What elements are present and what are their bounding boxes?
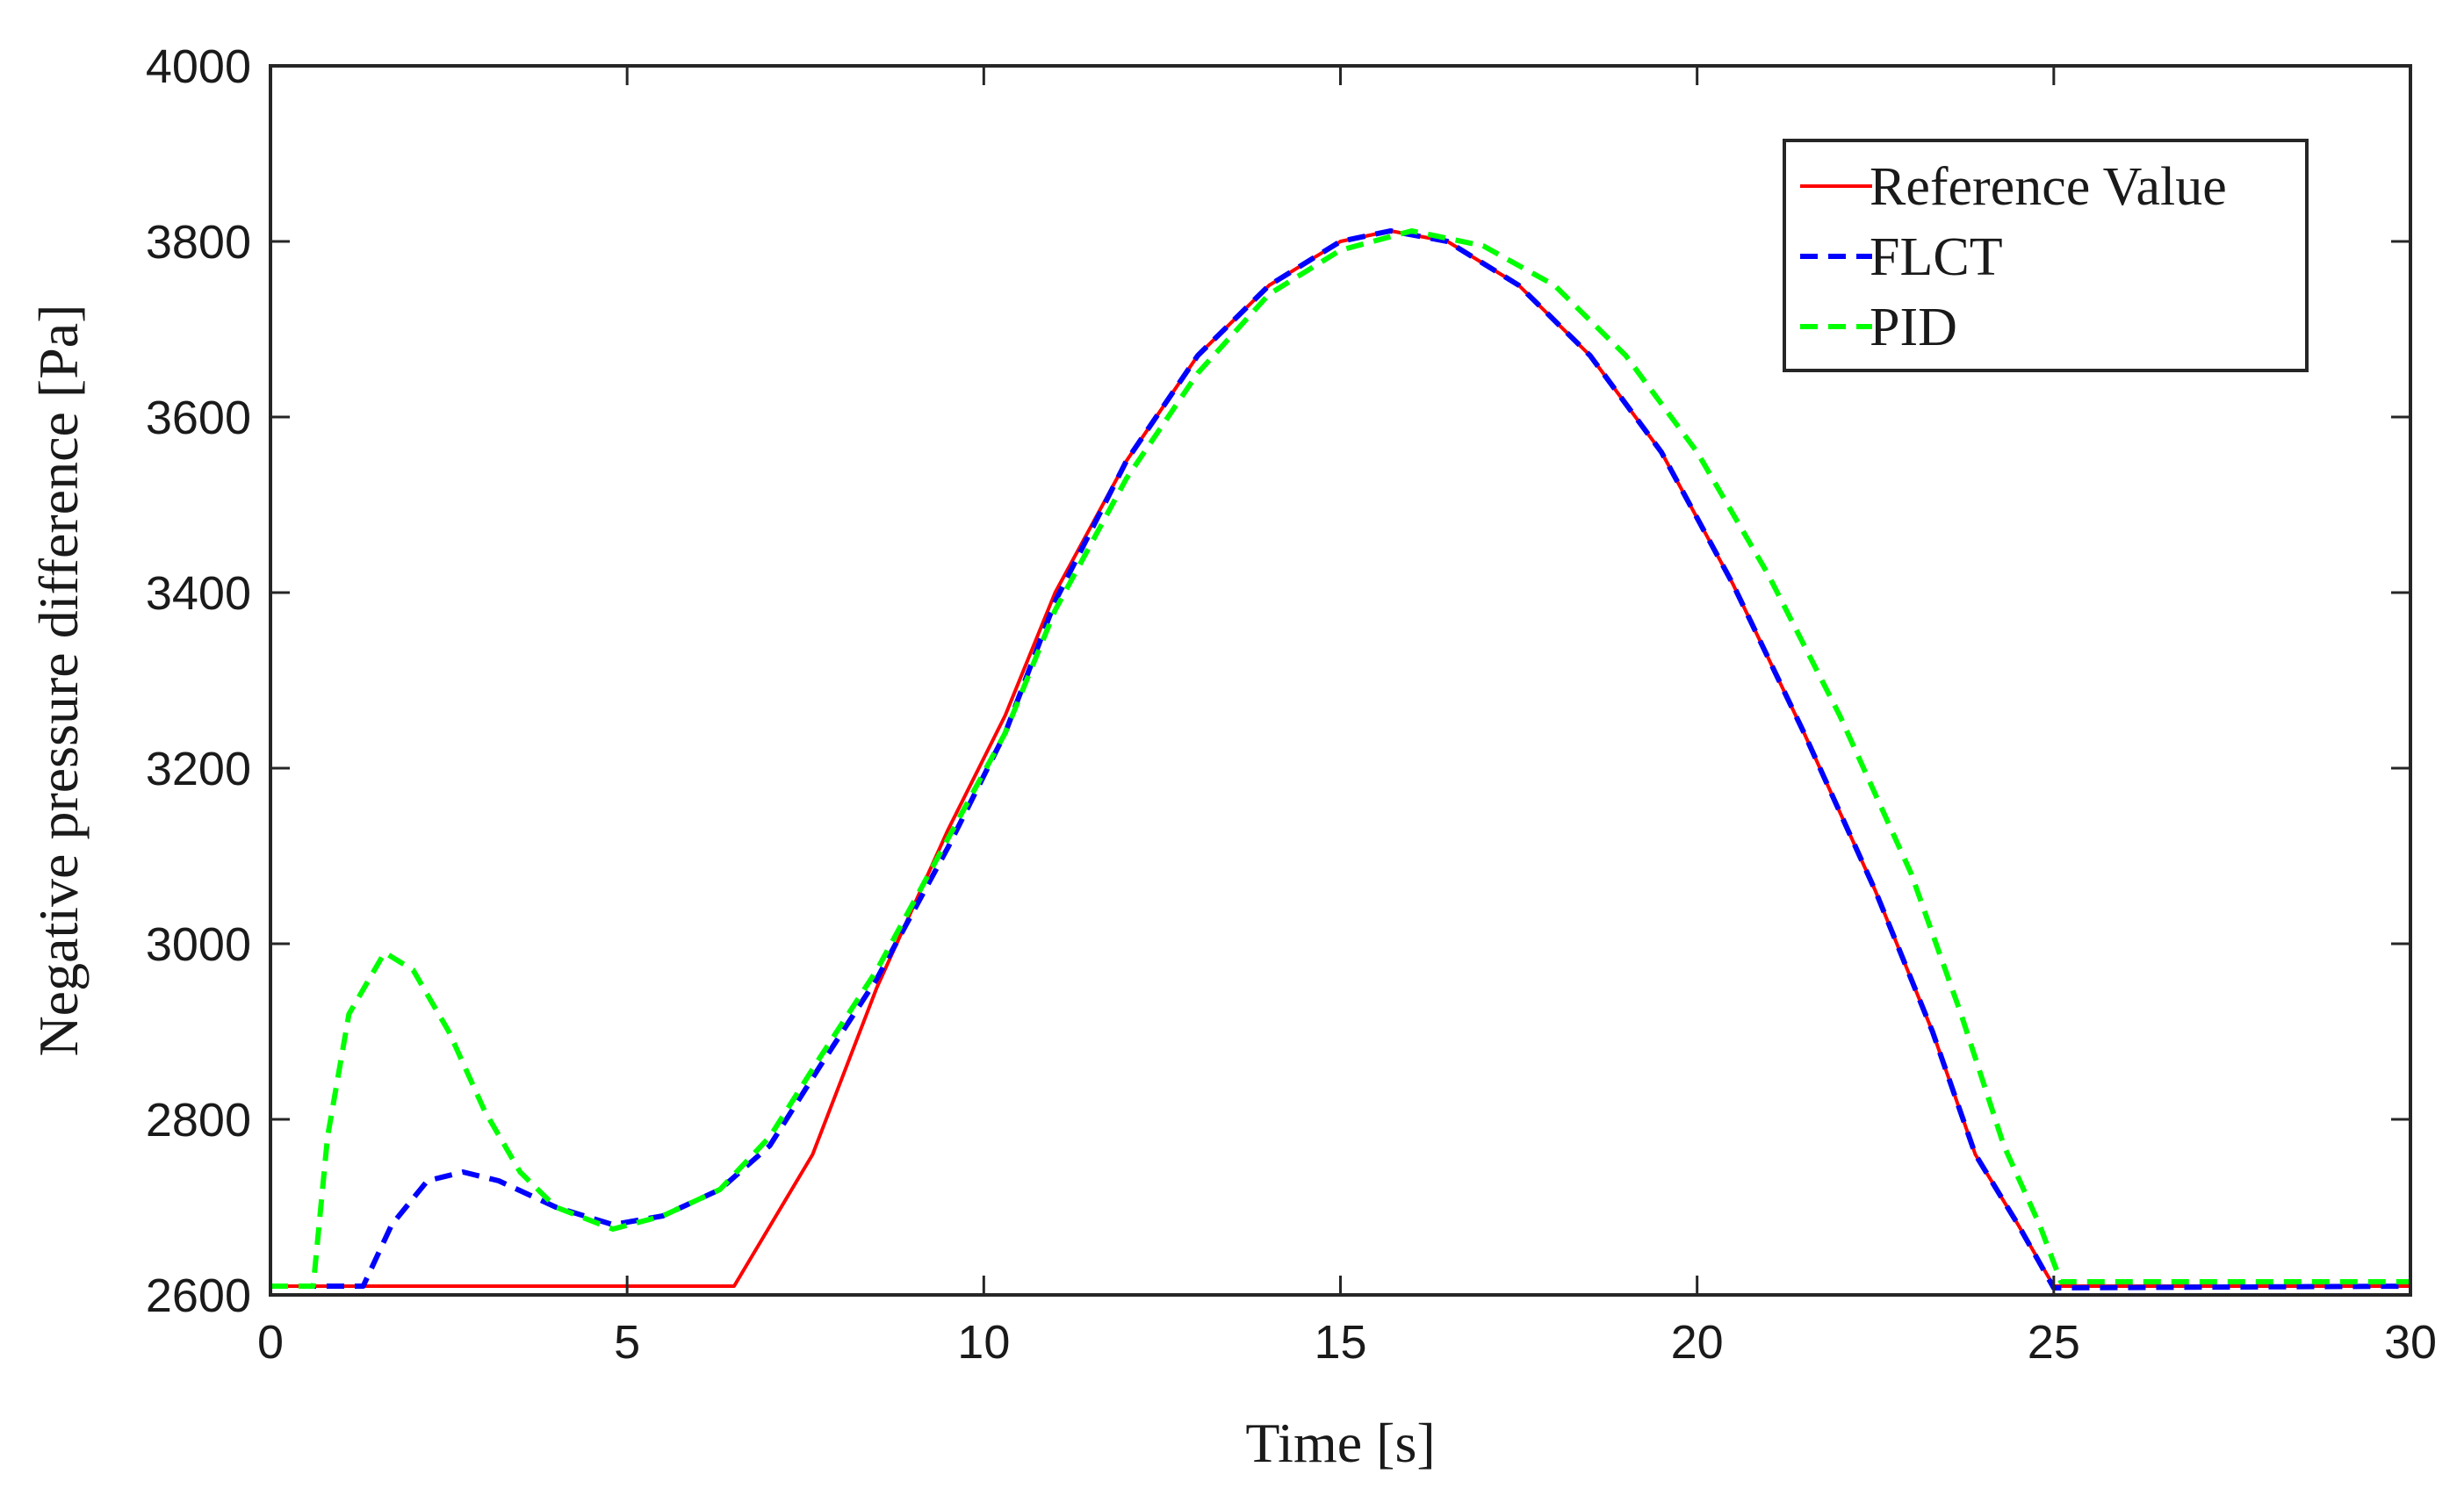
y-tick-label: 2800 — [146, 1094, 251, 1147]
x-tick-label: 5 — [614, 1316, 640, 1369]
plot-lines — [270, 228, 2411, 1291]
y-tick-label: 3200 — [146, 743, 251, 795]
x-tick-label: 25 — [2028, 1316, 2080, 1369]
x-tick-label: 15 — [1314, 1316, 1366, 1369]
y-tick-label: 3600 — [146, 392, 251, 444]
axis-ticks — [269, 64, 2412, 1297]
series-line-flct — [270, 228, 2411, 1291]
y-tick-label: 3800 — [146, 216, 251, 269]
x-tick-label: 10 — [957, 1316, 1010, 1369]
legend: Reference Value FLCT PID — [1783, 139, 2309, 372]
legend-label-flct: FLCT — [1870, 227, 2003, 287]
x-tick-label: 30 — [2384, 1316, 2437, 1369]
x-axis-title: Time [s] — [1245, 1412, 1435, 1474]
y-tick-label: 4000 — [146, 40, 251, 93]
y-tick-label: 2600 — [146, 1269, 251, 1322]
y-axis-title: Negative pressure difference [Pa] — [27, 304, 90, 1056]
tick-labels: 0 5 10 15 20 25 30 2600 2800 3000 3200 3400 3600 3800… — [146, 40, 2437, 1369]
legend-label-pid: PID — [1870, 298, 1957, 357]
y-tick-label: 3400 — [146, 567, 251, 620]
x-tick-label: 20 — [1671, 1316, 1724, 1369]
y-tick-label: 3000 — [146, 918, 251, 971]
legend-label-reference-value: Reference Value — [1870, 157, 2227, 217]
x-tick-label: 0 — [257, 1316, 284, 1369]
series-line-reference-value — [270, 229, 2410, 1288]
series-line-pid — [270, 228, 2410, 1289]
